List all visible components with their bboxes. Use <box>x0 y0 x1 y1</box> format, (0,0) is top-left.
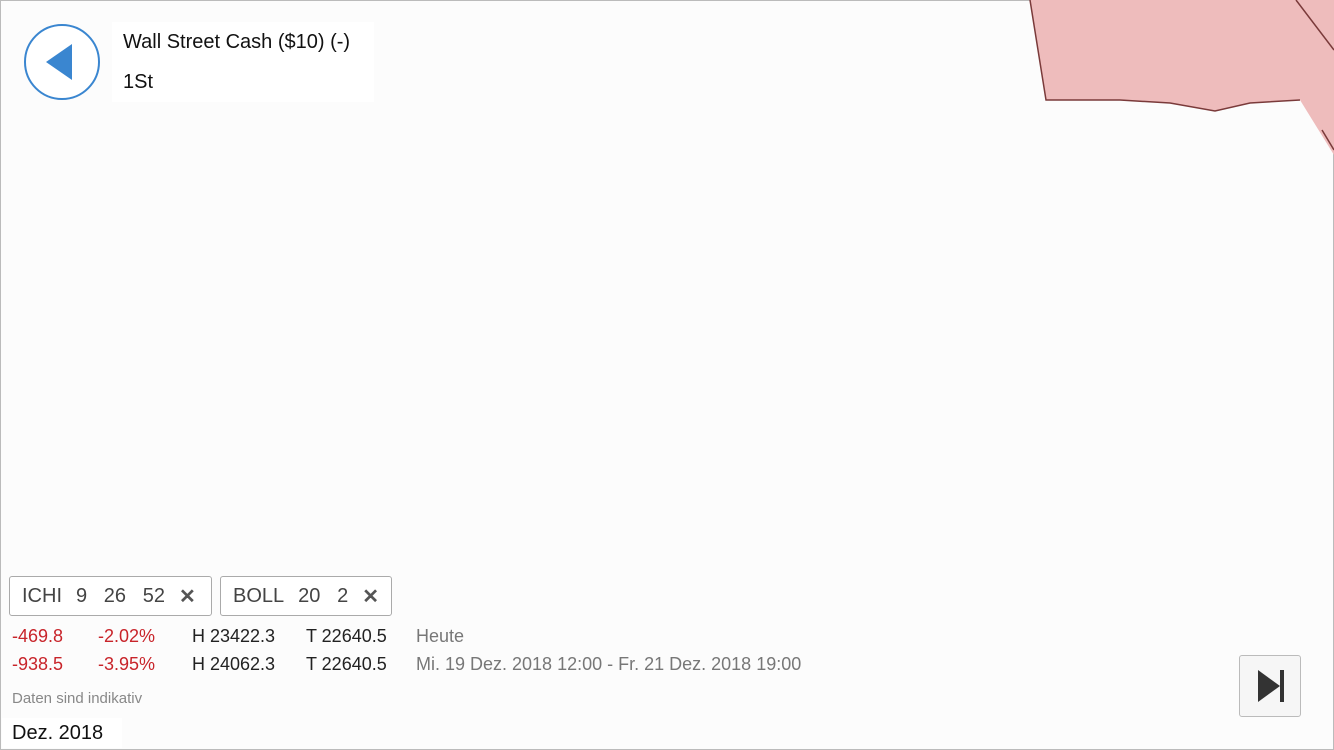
cloud-edge <box>1029 0 1301 112</box>
indicator-name: ICHI <box>22 584 62 607</box>
indicator-chip[interactable]: BOLL 20 2 ✕ <box>220 576 392 616</box>
change-pct: -3.95% <box>98 654 156 674</box>
remove-icon[interactable]: ✕ <box>178 585 196 608</box>
interval: 1St <box>123 71 154 93</box>
high: H 24062.3 <box>192 654 276 674</box>
low: T 22640.5 <box>306 626 387 646</box>
back-icon <box>46 44 72 80</box>
cloud-edge <box>1295 0 1334 51</box>
range: Heute <box>416 626 465 646</box>
high: H 23422.3 <box>192 626 276 646</box>
indicator-params: 20 2 <box>298 584 349 607</box>
indicator-params: 9 26 52 <box>76 584 165 607</box>
period-label: Dez. 2018 <box>2 718 122 748</box>
remove-icon[interactable]: ✕ <box>362 585 379 608</box>
jump-end-button[interactable] <box>1239 655 1301 717</box>
change: -469.8 <box>12 626 64 646</box>
ichimoku-cloud <box>1030 0 1334 155</box>
change-pct: -2.02% <box>98 626 156 646</box>
low: T 22640.5 <box>306 654 387 674</box>
back-button[interactable] <box>24 24 100 100</box>
indicator-name: BOLL <box>233 584 285 607</box>
change: -938.5 <box>12 654 64 674</box>
cloud-edge <box>1321 129 1334 151</box>
indicator-chip[interactable]: ICHI 9 26 52 ✕ <box>9 576 212 616</box>
instrument-title: Wall Street Cash ($10) (-) <box>123 31 351 53</box>
header-bg <box>112 22 374 102</box>
jump-end-icon <box>1258 670 1284 702</box>
range: Mi. 19 Dez. 2018 12:00 - Fr. 21 Dez. 201… <box>416 654 802 674</box>
disclaimer: Daten sind indikativ <box>12 690 143 707</box>
